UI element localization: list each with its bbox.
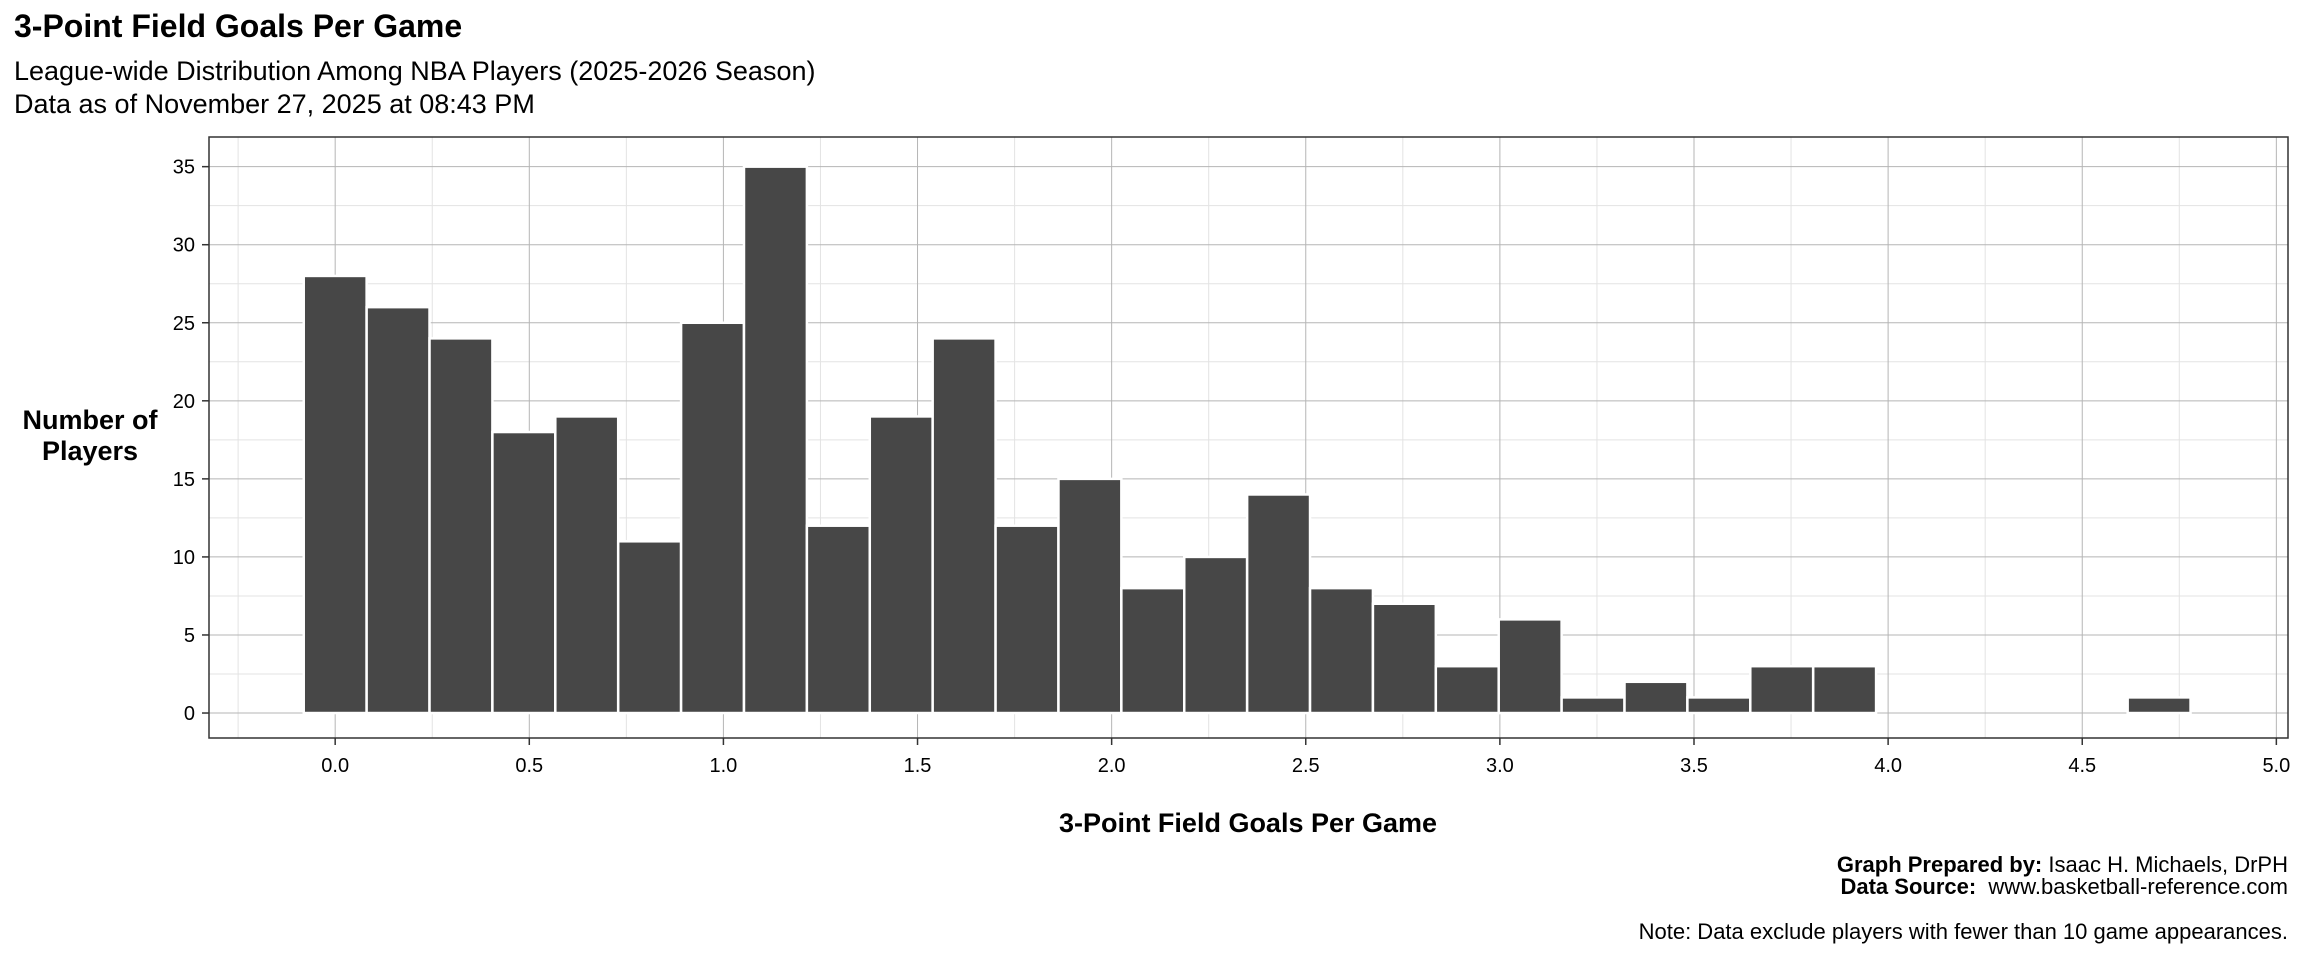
plot-border [208, 136, 2289, 739]
y-tick-label: 35 [173, 157, 195, 179]
source-value: www.basketball-reference.com [1988, 874, 2288, 899]
chart-subtitle: League-wide Distribution Among NBA Playe… [14, 56, 816, 86]
histogram-bar [931, 337, 997, 715]
histogram-bar [742, 165, 809, 715]
chart-title: 3-Point Field Goals Per Game [14, 8, 463, 44]
histogram-bar [365, 305, 431, 715]
x-tick-label: 0.5 [515, 755, 543, 777]
histogram-bar [554, 415, 620, 715]
y-axis-title-line1: Number of [22, 405, 158, 435]
histogram-bar [1749, 664, 1815, 715]
y-tick-label: 0 [184, 703, 195, 725]
y-tick-label: 30 [173, 235, 195, 257]
histogram-bar [2126, 696, 2192, 715]
histogram-bar [302, 274, 368, 715]
histogram-bar [868, 415, 934, 715]
chart-date: Data as of November 27, 2025 at 08:43 PM [14, 89, 535, 119]
histogram-bar [1245, 493, 1312, 715]
histogram-bar [679, 321, 746, 715]
histogram-bar [1560, 696, 1626, 715]
histogram-bar [1811, 664, 1878, 715]
y-tick-label: 25 [173, 313, 195, 335]
x-axis-title: 3-Point Field Goals Per Game [1058, 808, 1438, 838]
histogram-bar [994, 524, 1060, 715]
x-tick-label: 3.5 [1680, 755, 1708, 777]
histogram-bar [1308, 586, 1375, 715]
x-tick-label: 3.0 [1486, 755, 1514, 777]
histogram-bar [1371, 602, 1438, 715]
x-tick-label: 2.5 [1292, 755, 1320, 777]
x-tick-label: 5.0 [2262, 755, 2290, 777]
histogram-bar [1434, 664, 1500, 715]
x-tick-label: 4.0 [1874, 755, 1902, 777]
x-tick-label: 0.0 [321, 755, 349, 777]
histogram-bar [805, 524, 872, 715]
prepared-label: Graph Prepared by: [1836, 852, 2043, 877]
histogram-bar [616, 540, 683, 715]
x-tick-label: 1.0 [710, 755, 738, 777]
x-tick-label: 2.0 [1098, 755, 1126, 777]
y-tick-label: 15 [173, 469, 195, 491]
source-label: Data Source: [1840, 874, 1977, 899]
histogram-bar [1497, 618, 1563, 715]
x-tick-label: 1.5 [904, 755, 932, 777]
y-axis-title: Number of Players [10, 405, 170, 467]
y-tick-label: 20 [173, 391, 195, 413]
histogram-bar [1623, 680, 1689, 715]
note: Note: Data exclude players with fewer th… [1638, 919, 2288, 944]
x-tick-label: 4.5 [2068, 755, 2096, 777]
histogram-bar [1182, 555, 1249, 715]
y-tick-label: 5 [184, 625, 195, 647]
caption: Graph Prepared by: Isaac H. Michaels, Dr… [1837, 854, 2288, 898]
histogram-bar [1057, 477, 1123, 715]
y-axis-title-line2: Players [41, 436, 139, 466]
histogram-bar [1120, 586, 1186, 715]
prepared-value: Isaac H. Michaels, DrPH [2048, 852, 2288, 877]
histogram-bar [428, 337, 494, 715]
histogram-bar [1686, 696, 1752, 715]
y-tick-label: 10 [173, 547, 195, 569]
histogram-bar [491, 430, 557, 715]
